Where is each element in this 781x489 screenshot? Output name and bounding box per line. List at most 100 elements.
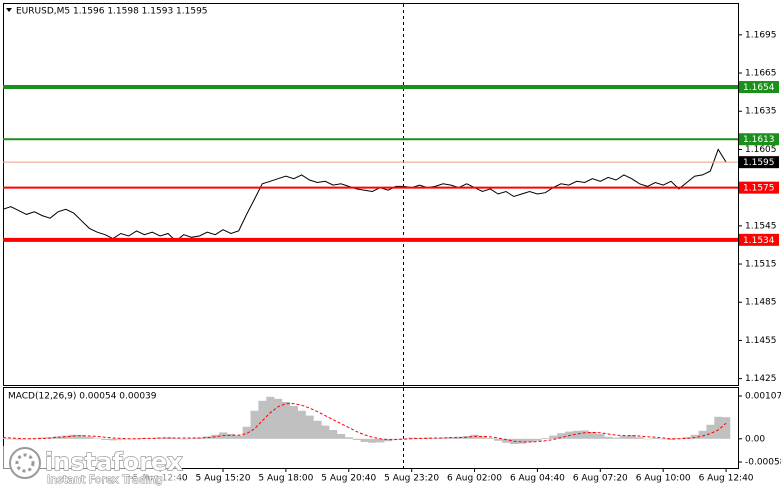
y-tick-label: 1.1485 — [745, 298, 777, 308]
histogram-bar — [281, 402, 291, 439]
y-tick-label: 1.1605 — [745, 145, 777, 155]
header-arrow — [6, 8, 12, 12]
histogram-bar — [698, 430, 707, 439]
x-tick-label: 6 Aug 02:00 — [447, 474, 502, 484]
histogram-bar — [588, 432, 597, 439]
signal-line — [3, 403, 727, 443]
histogram-bar — [486, 438, 495, 439]
histogram-bar — [541, 438, 550, 439]
level-label: 1.1534 — [743, 236, 775, 246]
y-tick-label: 0.00 — [745, 434, 765, 444]
histogram-bar — [226, 434, 236, 439]
histogram-bar — [109, 438, 118, 441]
y-tick-label: 1.1425 — [745, 374, 777, 384]
histogram-bar — [667, 438, 676, 440]
histogram-bar — [171, 438, 181, 439]
watermark-logo-inner — [15, 453, 35, 473]
y-tick-label: 1.1695 — [745, 30, 777, 40]
x-tick-label: 6 Aug 10:00 — [636, 474, 691, 484]
watermark-logo — [9, 447, 41, 479]
level-label-bg — [739, 133, 779, 146]
histogram-bar — [352, 438, 361, 440]
histogram-bar — [297, 410, 306, 439]
histogram-bar — [321, 425, 330, 439]
histogram-bar — [682, 437, 691, 439]
y-tick-label: 1.1635 — [745, 107, 777, 117]
macd-title: MACD(12,26,9) 0.00054 0.00039 — [8, 392, 157, 402]
histogram-bar — [549, 435, 558, 439]
histogram-bar — [635, 437, 644, 439]
histogram-bar — [148, 438, 157, 439]
histogram-bar — [329, 430, 338, 439]
y-tick-label: 1.1455 — [745, 336, 777, 346]
histogram-bar — [258, 400, 267, 439]
histogram-bar — [187, 438, 196, 439]
last-price-label: 1.1595 — [743, 158, 775, 168]
histogram-bar — [580, 430, 589, 439]
histogram-bar — [659, 438, 668, 440]
histogram-bar — [572, 430, 581, 439]
histogram-bar — [423, 437, 432, 439]
histogram-bar — [85, 436, 94, 439]
histogram-bar — [376, 438, 385, 443]
histogram-bar — [6, 438, 16, 440]
histogram-bar — [368, 438, 377, 443]
histogram-bar — [38, 437, 47, 439]
histogram-bar — [502, 438, 511, 443]
x-tick-label: 6 Aug 12:40 — [699, 474, 754, 484]
level-label-bg — [739, 181, 779, 194]
histogram-bar — [61, 435, 71, 439]
histogram-bar — [344, 437, 354, 439]
last-price-bg — [739, 156, 779, 169]
histogram-bar — [454, 436, 464, 439]
histogram-bar — [722, 417, 731, 439]
x-tick-label: 6 Aug 04:40 — [510, 474, 565, 484]
histogram-bar — [93, 438, 102, 439]
histogram-bar — [305, 415, 314, 439]
histogram-bar — [517, 438, 526, 444]
histogram-bar — [116, 438, 126, 440]
y-tick-label: 1.1665 — [745, 69, 777, 79]
histogram-bar — [384, 438, 393, 442]
axes: 1.1695 1.1665 1.1635 1.1605 1.1545 1.1515 1.14… — [133, 30, 781, 483]
histogram-bar — [619, 436, 629, 439]
main-plot — [3, 85, 738, 242]
y-tick-label: 1.1545 — [745, 221, 777, 231]
histogram-bar — [360, 438, 369, 442]
histogram-bar — [22, 438, 31, 440]
histogram-bar — [313, 420, 322, 439]
histogram-bar — [101, 438, 110, 440]
histogram-bar — [533, 438, 542, 441]
level-label-bg — [739, 81, 779, 94]
histogram-bar — [651, 438, 660, 439]
histogram-bar — [266, 396, 275, 439]
histogram-bar — [3, 438, 8, 439]
histogram-bar — [289, 406, 298, 439]
histogram-bar — [179, 438, 188, 440]
macd-panel — [3, 387, 739, 469]
histogram-bar — [203, 436, 212, 439]
x-tick-label: 5 Aug 20:40 — [321, 474, 376, 484]
y-tick-label: -0.00058 — [745, 458, 781, 468]
chart-title: EURUSD,M5 1.1596 1.1598 1.1593 1.1595 — [16, 7, 208, 17]
histogram-bar — [557, 433, 566, 439]
histogram-bar — [627, 435, 636, 439]
histogram-bar — [478, 436, 487, 439]
x-tick-label: 6 Aug 07:20 — [573, 474, 628, 484]
histogram-bar — [714, 416, 723, 439]
x-tick-label: 5 Aug 15:20 — [196, 474, 251, 484]
histogram-bar — [399, 438, 409, 439]
histogram-bar — [690, 434, 699, 439]
histogram-bar — [274, 398, 283, 439]
watermark: instaforex Instant Forex Trading — [0, 446, 184, 489]
histogram-bar — [336, 434, 346, 439]
histogram-bar — [525, 438, 534, 443]
y-tick-label: 0.00107 — [745, 392, 781, 402]
histogram-bar — [439, 437, 448, 439]
level-label: 1.1575 — [743, 184, 775, 194]
y-tick-label: 1.1515 — [745, 260, 777, 270]
histogram-bar — [604, 436, 613, 439]
histogram-bar — [494, 438, 503, 441]
